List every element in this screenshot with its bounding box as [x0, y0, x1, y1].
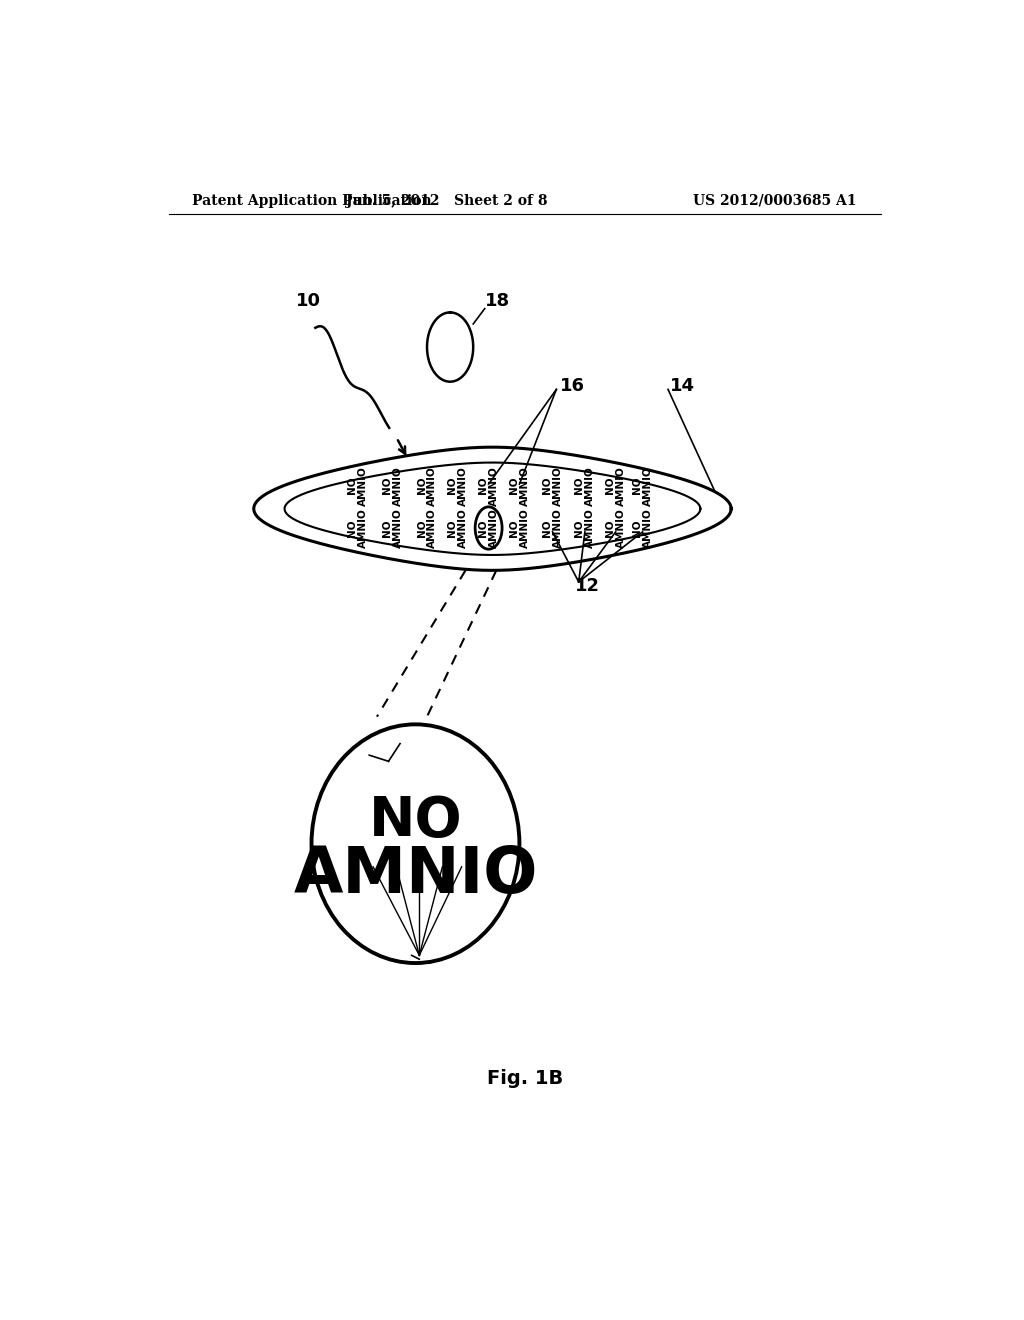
Text: US 2012/0003685 A1: US 2012/0003685 A1	[692, 194, 856, 207]
Text: NO
AMNIO: NO AMNIO	[632, 508, 653, 548]
Polygon shape	[427, 313, 473, 381]
Text: NO
AMNIO: NO AMNIO	[417, 508, 437, 548]
Text: NO
AMNIO: NO AMNIO	[574, 466, 595, 506]
Text: 16: 16	[560, 376, 586, 395]
Text: NO
AMNIO: NO AMNIO	[632, 466, 653, 506]
Text: 12: 12	[574, 577, 600, 595]
Text: NO
AMNIO: NO AMNIO	[542, 508, 563, 548]
Text: 10: 10	[296, 292, 322, 310]
Text: NO
AMNIO: NO AMNIO	[478, 508, 499, 548]
Text: NO
AMNIO: NO AMNIO	[417, 466, 437, 506]
Text: NO
AMNIO: NO AMNIO	[382, 466, 402, 506]
Text: 14: 14	[670, 376, 694, 395]
Text: 16: 16	[381, 746, 406, 764]
Text: NO
AMNIO: NO AMNIO	[447, 466, 468, 506]
Text: NO
AMNIO: NO AMNIO	[605, 508, 626, 548]
Polygon shape	[285, 462, 700, 554]
Text: NO
AMNIO: NO AMNIO	[574, 508, 595, 548]
Text: Jan. 5, 2012   Sheet 2 of 8: Jan. 5, 2012 Sheet 2 of 8	[345, 194, 547, 207]
Text: NO: NO	[369, 793, 462, 847]
Text: NO
AMNIO: NO AMNIO	[347, 508, 368, 548]
Text: NO
AMNIO: NO AMNIO	[382, 508, 402, 548]
Polygon shape	[254, 447, 731, 570]
Text: NO
AMNIO: NO AMNIO	[542, 466, 563, 506]
Text: NO
AMNIO: NO AMNIO	[347, 466, 368, 506]
Text: NO
AMNIO: NO AMNIO	[478, 466, 499, 506]
Text: Fig. 1B: Fig. 1B	[486, 1069, 563, 1088]
Text: NO
AMNIO: NO AMNIO	[447, 508, 468, 548]
Text: Patent Application Publication: Patent Application Publication	[193, 194, 432, 207]
Text: 18: 18	[484, 292, 510, 310]
Text: 12: 12	[408, 950, 433, 968]
Text: NO
AMNIO: NO AMNIO	[509, 508, 529, 548]
Text: NO
AMNIO: NO AMNIO	[605, 466, 626, 506]
Ellipse shape	[311, 725, 519, 964]
Text: AMNIO: AMNIO	[293, 843, 538, 906]
Text: NO
AMNIO: NO AMNIO	[509, 466, 529, 506]
